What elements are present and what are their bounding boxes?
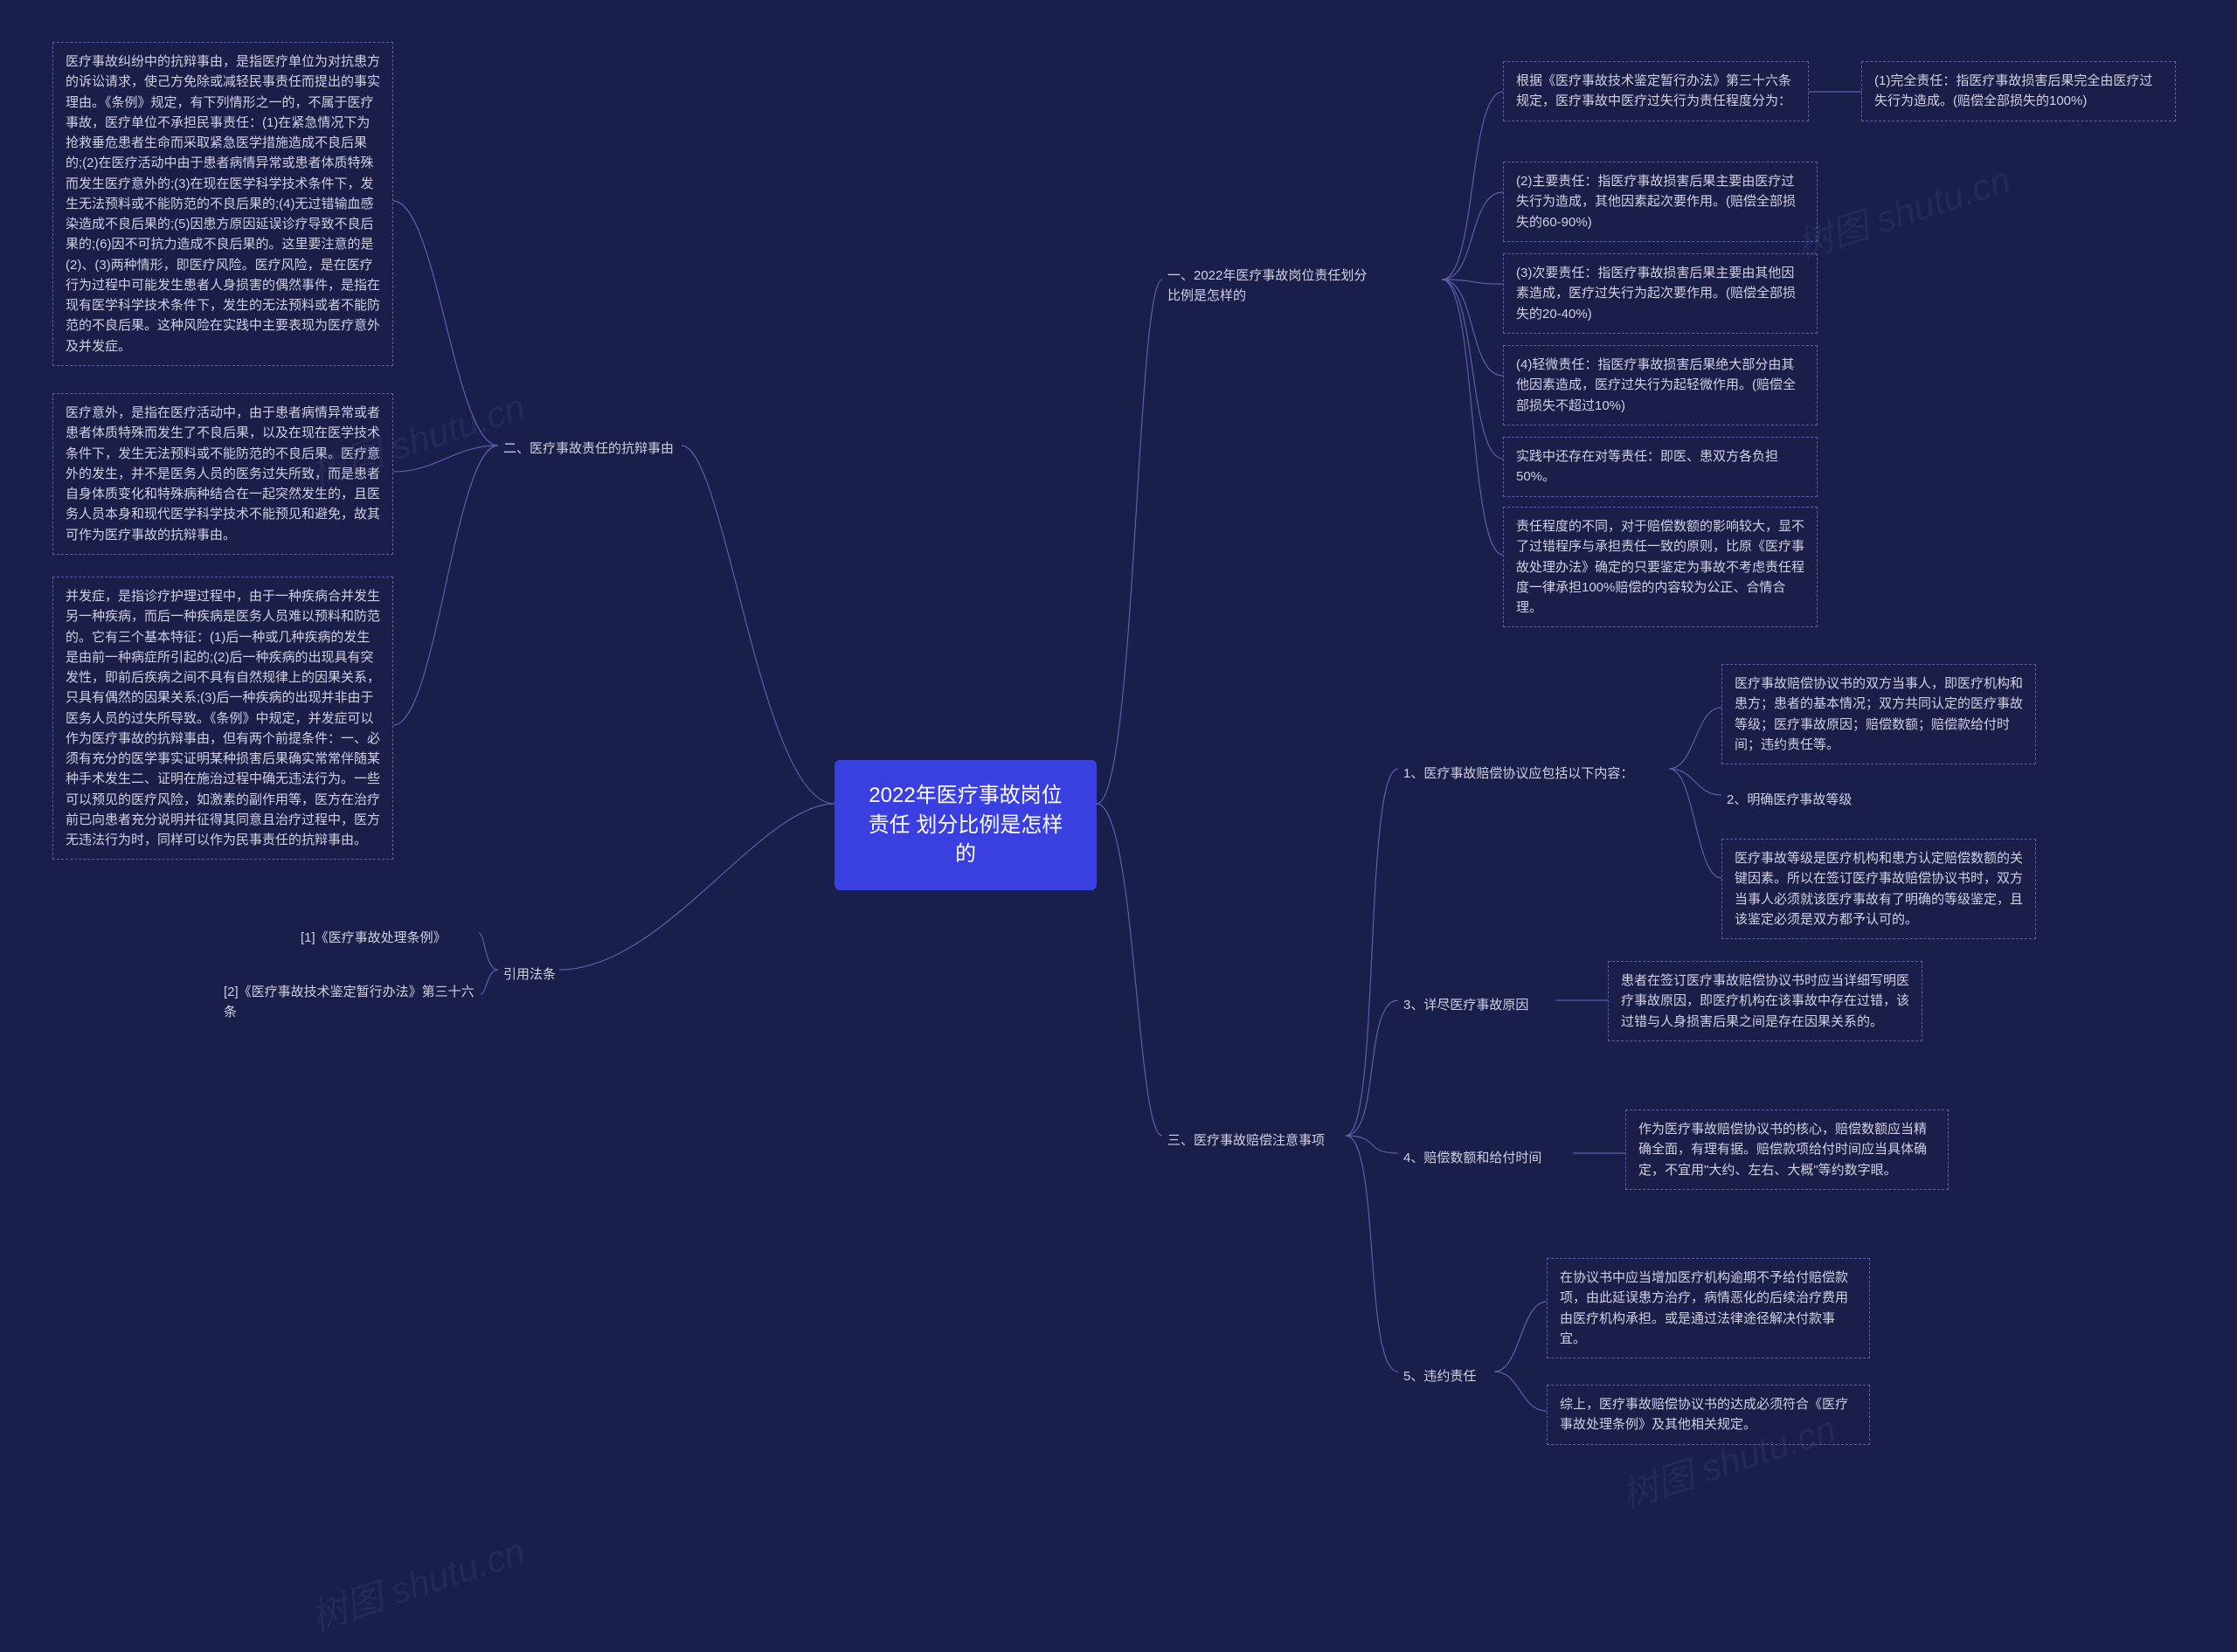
branch-law-child-1: [1]《医疗事故处理条例》 [295,924,479,951]
branch-3-child-3a: 作为医疗事故赔偿协议书的核心，赔偿数额应当精确全面，有理有据。赔偿款项给付时间应… [1625,1109,1949,1190]
branch-2-label: 二、医疗事故责任的抗辩事由 [498,435,679,462]
branch-3-child-1c: 医疗事故等级是医疗机构和患方认定赔偿数额的关键因素。所以在签订医疗事故赔偿协议书… [1721,839,2036,939]
branch-law-label: 引用法条 [498,961,561,988]
watermark: 树图 shutu.cn [303,1522,531,1642]
branch-3-child-1a: 医疗事故赔偿协议书的双方当事人，即医疗机构和患方；患者的基本情况；双方共同认定的… [1721,664,2036,764]
branch-1-child-1: 根据《医疗事故技术鉴定暂行办法》第三十六条规定，医疗事故中医疗过失行为责任程度分… [1503,61,1809,121]
branch-3-child-1: 1、医疗事故赔偿协议应包括以下内容： [1398,760,1669,787]
branch-1-child-4: (4)轻微责任：指医疗事故损害后果绝大部分由其他因素造成，医疗过失行为起轻微作用… [1503,345,1818,425]
branch-3-label: 三、医疗事故赔偿注意事项 [1162,1127,1330,1154]
branch-1-child-3: (3)次要责任：指医疗事故损害后果主要由其他因素造成，医疗过失行为起次要作用。(… [1503,253,1818,334]
branch-1-child-1a: (1)完全责任：指医疗事故损害后果完全由医疗过失行为造成。(赔偿全部损失的100… [1861,61,2176,121]
branch-3-child-3: 4、赔偿数额和给付时间 [1398,1144,1573,1172]
branch-1-child-2: (2)主要责任：指医疗事故损害后果主要由医疗过失行为造成，其他因素起次要作用。(… [1503,162,1818,242]
branch-3-child-2a: 患者在签订医疗事故赔偿协议书时应当详细写明医疗事故原因，即医疗机构在该事故中存在… [1608,961,1922,1041]
watermark: 树图 shutu.cn [1789,150,2017,270]
branch-2-child-2: 医疗意外，是指在医疗活动中，由于患者病情异常或者患者体质特殊而发生了不良后果，以… [52,393,393,555]
branch-1-label: 一、2022年医疗事故岗位责任划分 比例是怎样的 [1162,262,1442,310]
center-node: 2022年医疗事故岗位责任 划分比例是怎样的 [835,760,1097,890]
branch-3-child-4b: 综上，医疗事故赔偿协议书的达成必须符合《医疗事故处理条例》及其他相关规定。 [1547,1385,1870,1445]
branch-3-child-4a: 在协议书中应当增加医疗机构逾期不予给付赔偿款项，由此延误患方治疗，病情恶化的后续… [1547,1258,1870,1358]
branch-1-child-6: 责任程度的不同，对于赔偿数额的影响较大，显不了过错程序与承担责任一致的原则，比原… [1503,507,1818,627]
branch-2-child-3: 并发症，是指诊疗护理过程中，由于一种疾病合并发生另一种疾病，而后一种疾病是医务人… [52,577,393,860]
branch-3-child-4: 5、违约责任 [1398,1363,1494,1390]
branch-2-child-1: 医疗事故纠纷中的抗辩事由，是指医疗单位为对抗患方的诉讼请求，使己方免除或减轻民事… [52,42,393,366]
branch-3-child-1b: 2、明确医疗事故等级 [1721,786,1870,813]
branch-3-child-2: 3、详尽医疗事故原因 [1398,992,1555,1019]
branch-law-child-2: [2]《医疗事故技术鉴定暂行办法》第三十六条 [218,978,481,1026]
branch-1-child-5: 实践中还存在对等责任：即医、患双方各负担50%。 [1503,437,1818,497]
